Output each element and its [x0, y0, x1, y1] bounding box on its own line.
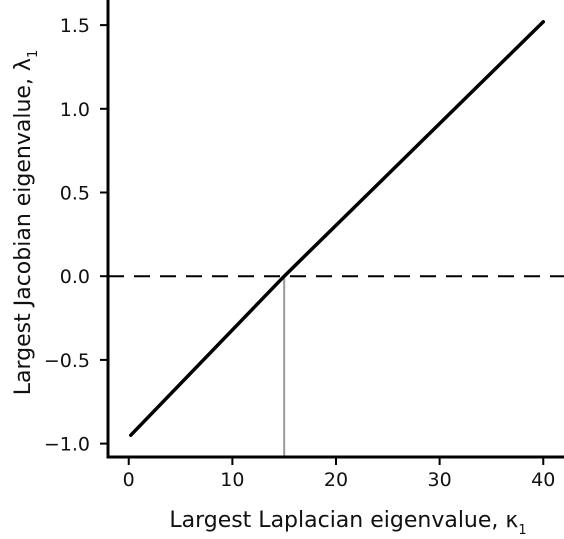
ticks: 0 10 20 30 40 −1.0 −0.5 0.0 0.5 1.0 1.5 — [44, 15, 556, 491]
x-tick-label: 20 — [324, 469, 348, 491]
x-tick-label: 30 — [428, 469, 452, 491]
x-axis-title: Largest Laplacian eigenvalue, κ1 — [169, 508, 526, 538]
y-tick-label: 0.5 — [60, 183, 90, 205]
series — [129, 20, 546, 437]
x-tick-label: 10 — [220, 469, 244, 491]
y-tick-label: 0.0 — [60, 266, 90, 288]
series-line — [129, 20, 546, 437]
y-axis-title: Largest Jacobian eigenvalue, λ1 — [11, 50, 41, 395]
y-tick-label: 1.0 — [60, 99, 90, 121]
y-tick-label: −0.5 — [44, 350, 90, 372]
x-tick-label: 40 — [531, 469, 555, 491]
reference-lines — [108, 275, 564, 457]
y-tick-label: 1.5 — [60, 15, 90, 37]
x-tick-label: 0 — [123, 469, 135, 491]
y-tick-label: −1.0 — [44, 434, 90, 456]
